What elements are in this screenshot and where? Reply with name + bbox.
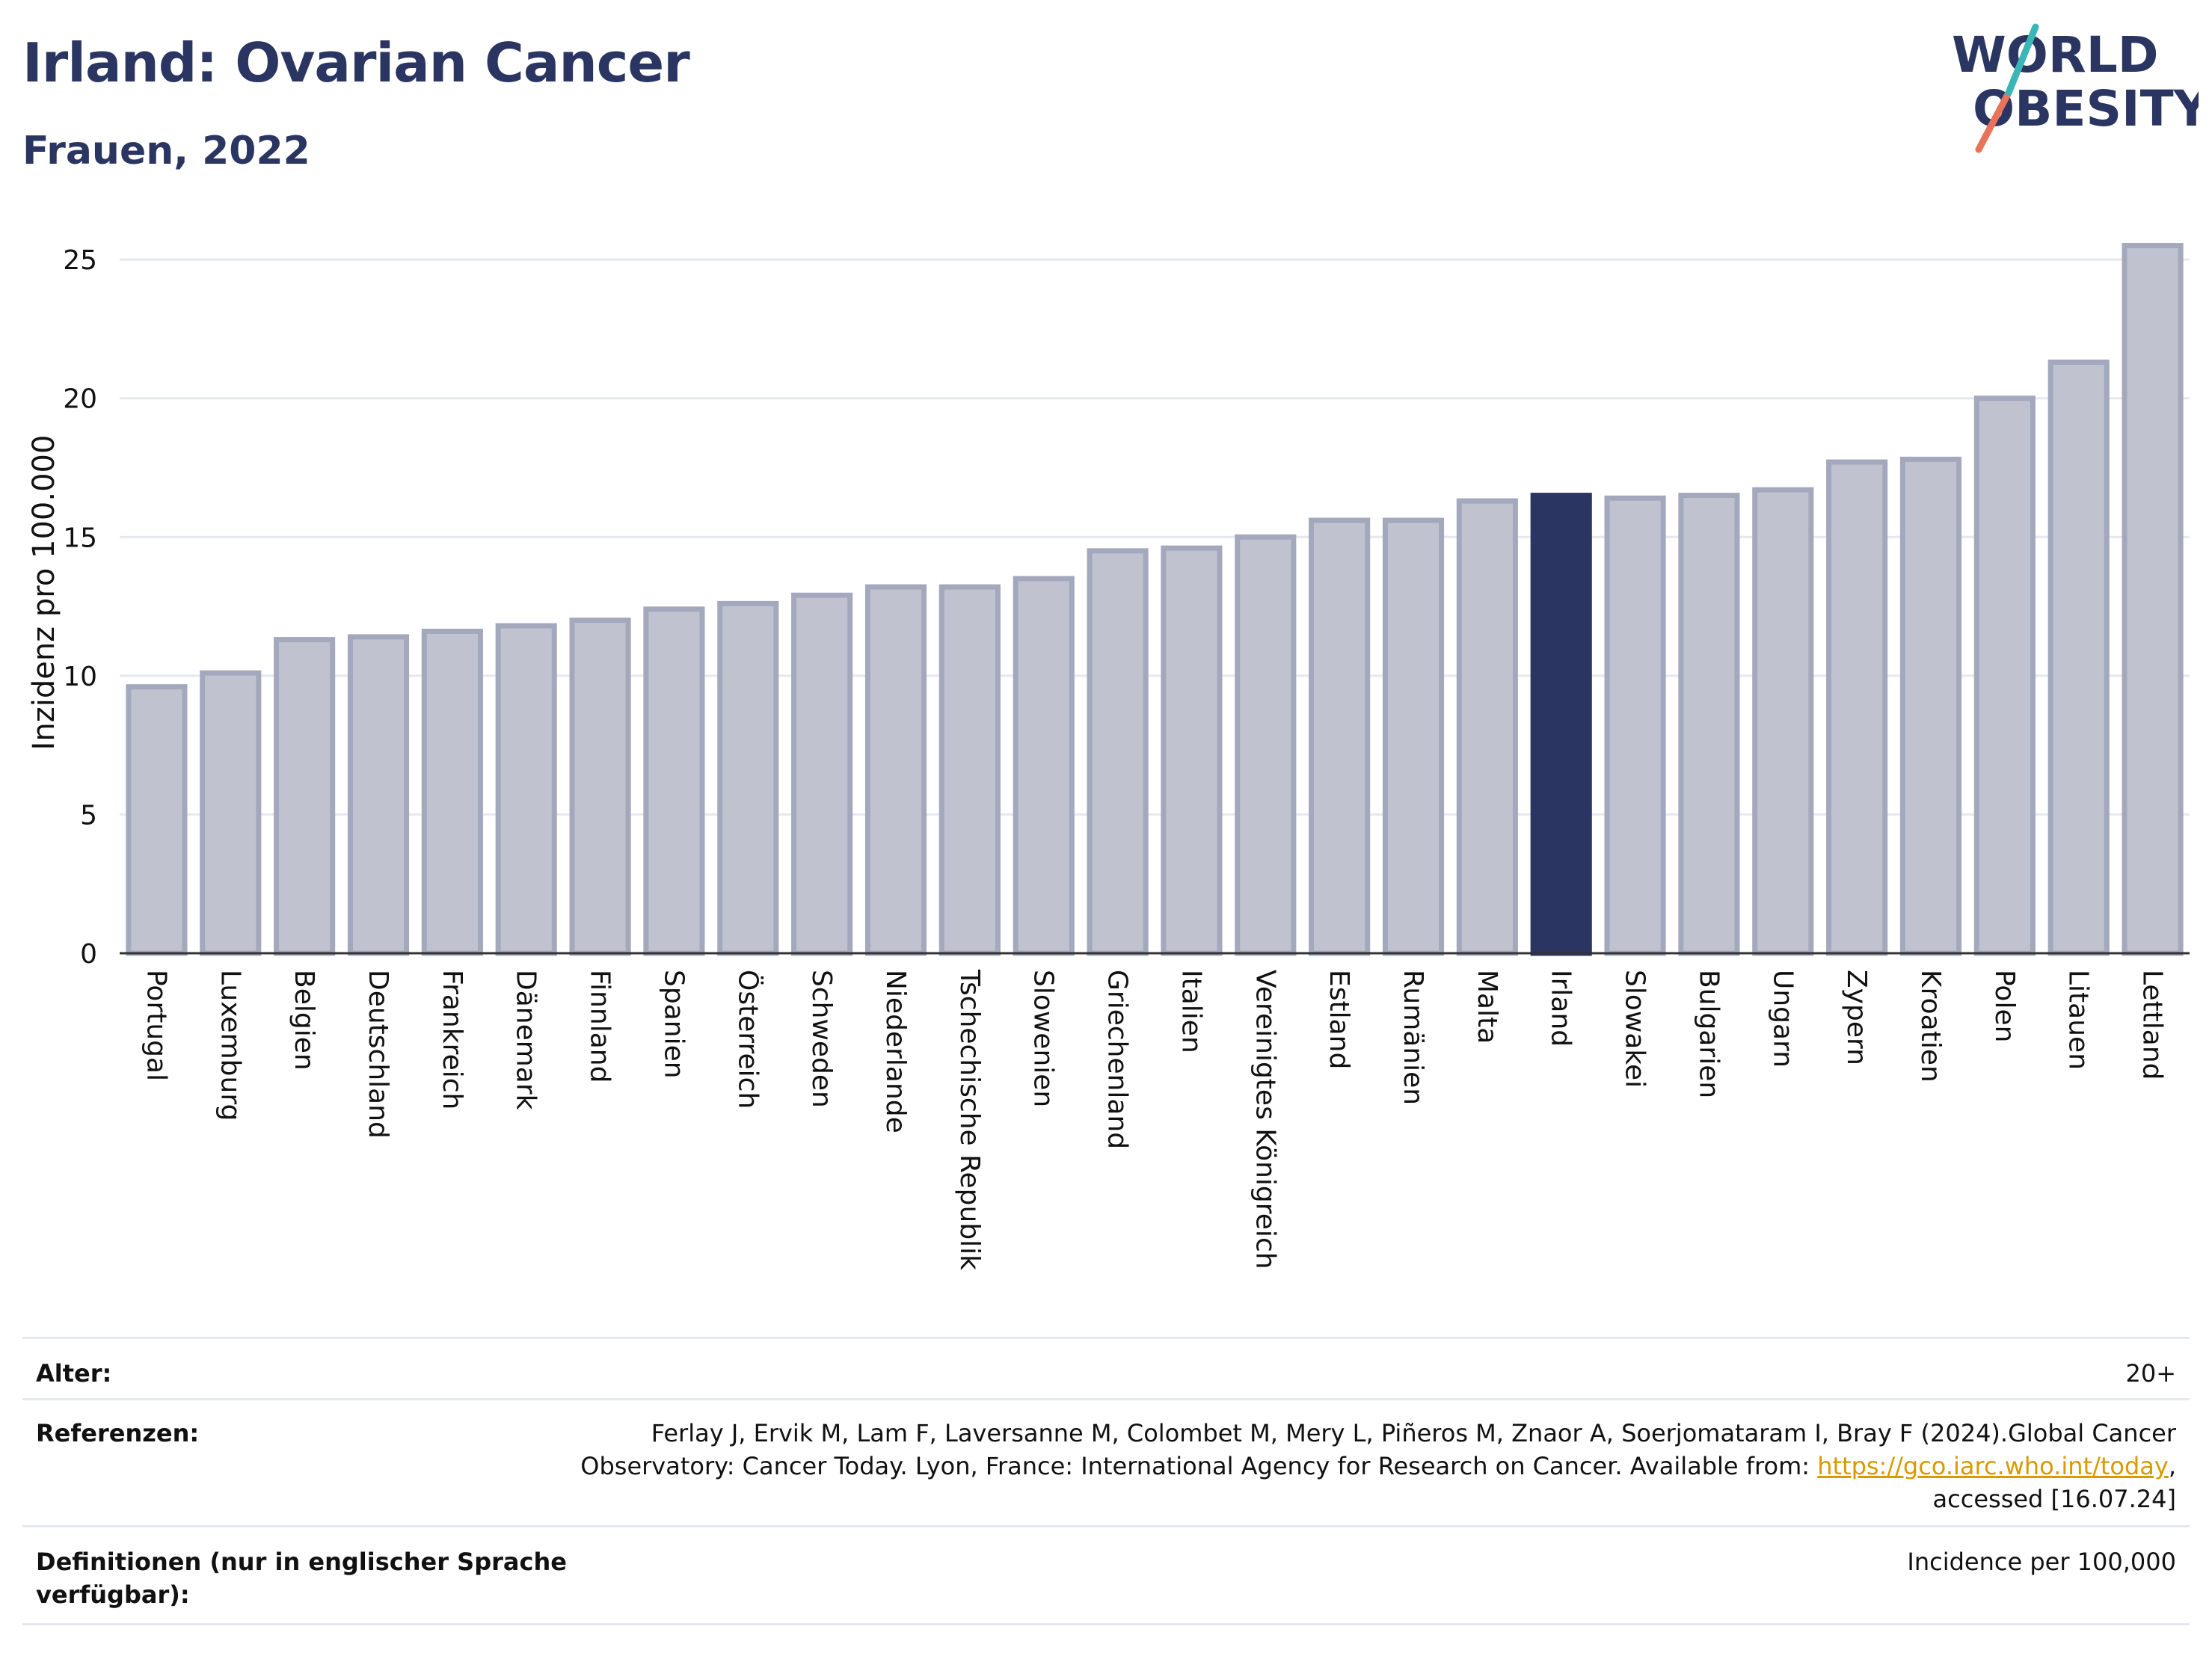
x-tick-label: Lettland bbox=[2137, 970, 2168, 1080]
bar-chart: 0 5 10 15 20 25 Portugal Luxemburg Belgien Deuts… bbox=[27, 243, 2190, 1270]
x-tick-label: Deutschland bbox=[363, 970, 393, 1139]
x-tick-label: Slowenien bbox=[1028, 970, 1059, 1107]
info-row-age: Alter: 20+ bbox=[22, 1337, 2190, 1400]
x-tick-label: Irland bbox=[1546, 970, 1576, 1047]
x-tick-label: Frankreich bbox=[437, 970, 467, 1109]
bar-vereinigtes-königreich bbox=[1235, 534, 1297, 956]
bar-litauen bbox=[2047, 359, 2110, 956]
bar-portugal bbox=[126, 684, 188, 956]
x-tick-label: Polen bbox=[1989, 970, 2020, 1042]
bar-griechenland bbox=[1087, 548, 1149, 956]
x-tick-label: Spanien bbox=[658, 970, 689, 1079]
bar-estland bbox=[1309, 517, 1371, 956]
references-line-2-text: Observatory: Cancer Today. Lyon, France:… bbox=[580, 1452, 1818, 1480]
bar-zypern bbox=[1826, 459, 1888, 956]
bar-italien bbox=[1161, 545, 1223, 956]
x-tick-label: Italien bbox=[1176, 970, 1206, 1053]
y-tick-label: 25 bbox=[63, 245, 97, 276]
references-text: Ferlay J, Ervik M, Lam F, Laversanne M, … bbox=[531, 1417, 2176, 1515]
x-tick-label: Estland bbox=[1324, 970, 1354, 1069]
bar-slowakei bbox=[1604, 495, 1666, 956]
bar-dänemark bbox=[495, 623, 557, 956]
bar-lettland bbox=[2122, 243, 2184, 956]
x-tick-label: Rumänien bbox=[1398, 970, 1428, 1105]
x-tick-label: Litauen bbox=[2063, 970, 2094, 1070]
chart-title: Irland: Ovarian Cancer bbox=[22, 31, 690, 94]
bar-frankreich bbox=[421, 628, 483, 956]
definitions-value: Incidence per 100,000 bbox=[1907, 1548, 2176, 1576]
bar-ungarn bbox=[1752, 487, 1814, 956]
bar-luxemburg bbox=[200, 670, 262, 956]
references-line-3: accessed [16.07.24] bbox=[1932, 1485, 2176, 1513]
bar-irland bbox=[1530, 493, 1592, 956]
bar-rumänien bbox=[1382, 517, 1445, 956]
bar-finnland bbox=[569, 618, 631, 956]
bar-deutschland bbox=[347, 634, 410, 956]
x-tick-label: Griechenland bbox=[1102, 970, 1133, 1149]
x-tick-label: Slowakei bbox=[1620, 970, 1650, 1088]
x-tick-label: Finnland bbox=[585, 970, 615, 1083]
info-row-references: Referenzen: Ferlay J, Ervik M, Lam F, La… bbox=[22, 1398, 2190, 1587]
info-row-definitions: Definitionen (nur in englischer Sprache … bbox=[22, 1525, 2190, 1625]
x-tick-label: Niederlande bbox=[880, 970, 911, 1133]
x-axis-labels: Portugal Luxemburg Belgien Deutschland Frank… bbox=[141, 969, 2167, 1270]
bar-schweden bbox=[791, 592, 853, 956]
x-tick-label: Kroatien bbox=[1915, 970, 1946, 1083]
logo-slash-red bbox=[1975, 89, 2012, 153]
bars bbox=[126, 243, 2184, 956]
x-tick-label: Schweden bbox=[806, 970, 837, 1108]
y-tick-label: 5 bbox=[80, 800, 97, 831]
bar-spanien bbox=[643, 606, 705, 956]
references-label: Referenzen: bbox=[36, 1419, 200, 1447]
bar-polen bbox=[1973, 395, 2036, 956]
bar-bulgarien bbox=[1678, 493, 1740, 956]
references-line-2: Observatory: Cancer Today. Lyon, France:… bbox=[531, 1450, 2176, 1483]
x-tick-label: Belgien bbox=[289, 970, 319, 1071]
world-obesity-logo: WORLD OBESITY bbox=[1952, 23, 2199, 153]
age-value: 20+ bbox=[2125, 1359, 2176, 1388]
logo-slash-teal bbox=[2005, 23, 2039, 96]
y-axis-label: Inzidenz pro 100.000 bbox=[27, 435, 61, 751]
x-tick-label: Portugal bbox=[141, 970, 171, 1081]
x-tick-label: Luxemburg bbox=[215, 970, 245, 1121]
x-tick-label: Ungarn bbox=[1767, 970, 1798, 1068]
bar-belgien bbox=[274, 637, 336, 956]
y-tick-label: 20 bbox=[63, 384, 97, 415]
y-tick-label: 15 bbox=[63, 523, 97, 553]
bar-tschechische-republik bbox=[938, 584, 1001, 956]
references-line-1: Ferlay J, Ervik M, Lam F, Laversanne M, … bbox=[651, 1419, 2176, 1447]
x-tick-label: Malta bbox=[1472, 970, 1502, 1044]
definitions-label-line-1: Definitionen (nur in englischer Sprache bbox=[36, 1548, 567, 1576]
references-link[interactable]: https://gco.iarc.who.int/today bbox=[1817, 1452, 2169, 1480]
chart-subtitle: Frauen, 2022 bbox=[22, 129, 310, 173]
references-line-2-comma: , bbox=[2168, 1452, 2176, 1480]
bar-niederlande bbox=[864, 584, 927, 956]
bar-österreich bbox=[717, 600, 779, 956]
bar-slowenien bbox=[1013, 576, 1075, 956]
bar-kroatien bbox=[1899, 456, 1962, 956]
x-tick-label: Bulgarien bbox=[1693, 970, 1724, 1098]
y-tick-label: 10 bbox=[63, 662, 97, 692]
y-tick-label: 0 bbox=[80, 939, 97, 970]
logo-line-1: WORLD bbox=[1952, 26, 2159, 84]
info-table: Alter: 20+ Referenzen: Ferlay J, Ervik M… bbox=[22, 1337, 2190, 1625]
x-tick-label: Vereinigtes Königreich bbox=[1250, 970, 1280, 1269]
x-tick-label: Tschechische Republik bbox=[954, 969, 985, 1270]
bar-malta bbox=[1456, 498, 1518, 956]
y-axis-ticks: 0 5 10 15 20 25 bbox=[63, 245, 97, 970]
x-tick-label: Dänemark bbox=[511, 970, 541, 1110]
definitions-label: Definitionen (nur in englischer Sprache … bbox=[36, 1545, 567, 1611]
x-tick-label: Zypern bbox=[1841, 970, 1872, 1065]
x-tick-label: Österreich bbox=[732, 970, 764, 1109]
definitions-label-line-2: verfügbar): bbox=[36, 1580, 190, 1609]
age-label: Alter: bbox=[36, 1359, 112, 1388]
